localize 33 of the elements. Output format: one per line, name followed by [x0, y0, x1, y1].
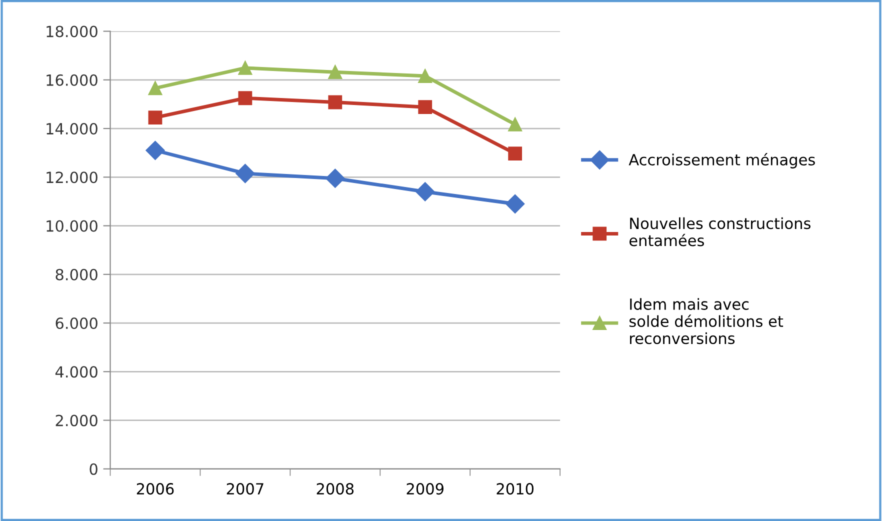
legend-label: Nouvelles constructions entamées	[629, 217, 810, 246]
y-tick-label: 14.000	[46, 122, 98, 135]
point	[326, 168, 345, 188]
y-tick-label: 16.000	[46, 74, 98, 86]
x-tick-label: 2009	[406, 483, 444, 495]
y-tick-label: 4.000	[55, 366, 98, 378]
point	[238, 91, 252, 106]
y-tick-label: 12.000	[46, 172, 98, 184]
point	[146, 140, 165, 160]
y-tick-label: 10.000	[46, 220, 98, 232]
y-tick-label: 2.000	[56, 414, 98, 426]
point	[508, 117, 522, 132]
y-tick-label: 8.000	[56, 268, 98, 280]
point	[418, 69, 432, 83]
point	[236, 164, 255, 184]
point	[148, 81, 162, 96]
point	[416, 182, 435, 202]
x-tick-label: 2010	[496, 483, 534, 495]
y-tick-label: 6.000	[56, 317, 98, 330]
legend-label: Idem mais avec solde démolitions et reconversions	[629, 298, 784, 344]
point	[506, 194, 525, 214]
point	[328, 95, 342, 110]
legend-label: Accroissement ménages	[628, 153, 815, 168]
point	[328, 65, 342, 80]
y-tick-label: 0	[90, 463, 98, 475]
x-tick-label: 2006	[136, 483, 174, 495]
x-tick-label: 2008	[316, 483, 354, 495]
point	[508, 146, 522, 160]
x-tick-label: 2007	[226, 483, 264, 495]
point	[418, 100, 432, 114]
point	[148, 110, 162, 125]
y-tick-label: 18.000	[46, 26, 98, 38]
point	[238, 61, 252, 75]
